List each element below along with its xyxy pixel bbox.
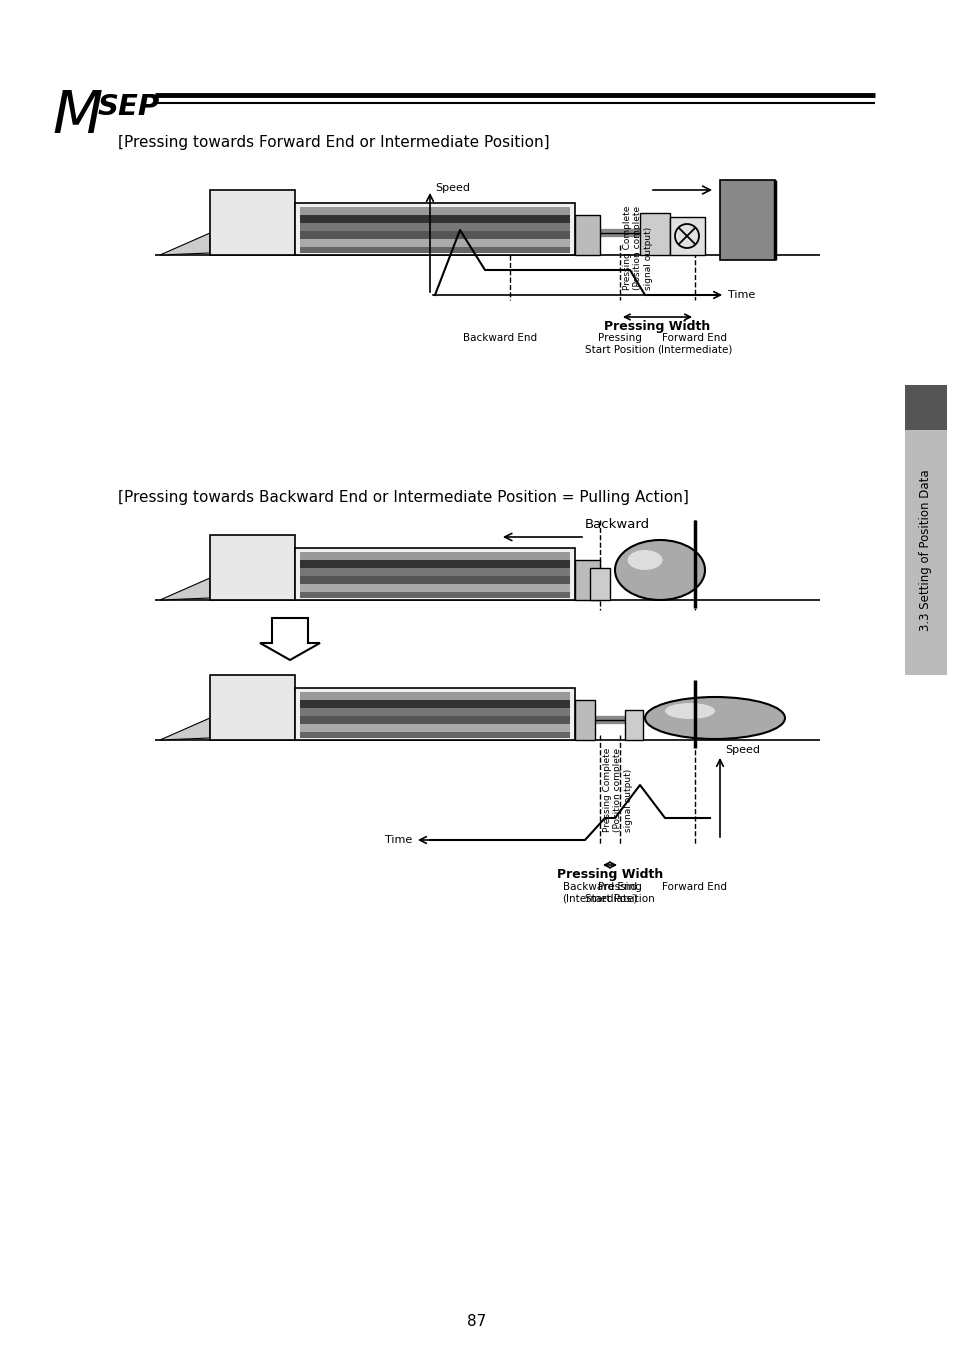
Text: [Pressing towards Forward End or Intermediate Position]: [Pressing towards Forward End or Interme… [118,135,549,150]
Text: Pressing
Start Position: Pressing Start Position [584,333,654,355]
FancyBboxPatch shape [669,217,704,255]
FancyBboxPatch shape [575,701,595,740]
Text: Speed: Speed [724,745,760,755]
FancyBboxPatch shape [904,385,946,431]
Text: Pressing Width: Pressing Width [604,320,710,333]
Text: Pressing Complete
(Position complete
signal output): Pressing Complete (Position complete sig… [602,748,632,832]
FancyBboxPatch shape [299,568,305,576]
Text: Backward End: Backward End [462,333,537,343]
FancyBboxPatch shape [210,190,294,255]
FancyBboxPatch shape [299,215,569,223]
Text: Speed: Speed [435,184,470,193]
FancyBboxPatch shape [299,231,569,239]
FancyBboxPatch shape [210,535,294,599]
Polygon shape [160,234,210,255]
FancyBboxPatch shape [299,693,569,701]
Text: SEP: SEP [98,93,160,122]
FancyBboxPatch shape [299,239,569,247]
FancyBboxPatch shape [575,215,599,255]
FancyBboxPatch shape [294,548,575,599]
FancyBboxPatch shape [210,675,294,740]
FancyBboxPatch shape [299,568,569,576]
FancyBboxPatch shape [299,701,569,707]
Text: $\it{M}$: $\it{M}$ [52,88,103,144]
FancyBboxPatch shape [299,552,569,560]
Text: Forward End: Forward End [661,882,727,892]
FancyBboxPatch shape [299,207,569,215]
FancyBboxPatch shape [720,180,774,261]
Ellipse shape [664,703,714,720]
FancyBboxPatch shape [299,585,305,593]
FancyBboxPatch shape [294,202,575,255]
FancyBboxPatch shape [904,431,946,675]
Text: Time: Time [727,290,755,300]
FancyBboxPatch shape [299,223,569,231]
FancyBboxPatch shape [299,732,569,738]
Text: 87: 87 [467,1315,486,1330]
Text: Pressing Width: Pressing Width [557,868,662,882]
FancyBboxPatch shape [299,560,305,568]
FancyBboxPatch shape [624,710,642,740]
Ellipse shape [644,697,784,738]
Text: [Pressing towards Backward End or Intermediate Position = Pulling Action]: [Pressing towards Backward End or Interm… [118,490,688,505]
FancyBboxPatch shape [299,585,569,593]
Polygon shape [160,718,210,740]
FancyBboxPatch shape [575,560,599,599]
FancyBboxPatch shape [299,593,569,598]
Text: Backward End
(Intermediate): Backward End (Intermediate) [561,882,637,903]
FancyBboxPatch shape [294,688,575,740]
FancyBboxPatch shape [299,593,303,598]
FancyBboxPatch shape [299,707,569,716]
Text: Backward: Backward [584,518,649,532]
Ellipse shape [627,549,661,570]
FancyBboxPatch shape [299,724,569,732]
Text: Forward End
(Intermediate): Forward End (Intermediate) [657,333,732,355]
Text: Pressing Complete
(Position complete
signal output): Pressing Complete (Position complete sig… [622,205,652,290]
FancyBboxPatch shape [639,213,669,255]
FancyBboxPatch shape [299,576,305,585]
Text: Pressing
Start Position: Pressing Start Position [584,882,654,903]
Text: 3.3 Setting of Position Data: 3.3 Setting of Position Data [919,470,931,630]
FancyBboxPatch shape [299,552,305,560]
Polygon shape [260,618,319,660]
Polygon shape [160,578,210,599]
Ellipse shape [615,540,704,599]
FancyBboxPatch shape [299,247,569,252]
FancyBboxPatch shape [299,576,569,585]
FancyBboxPatch shape [299,716,569,724]
Text: Time: Time [384,836,412,845]
FancyBboxPatch shape [299,560,569,568]
FancyBboxPatch shape [589,568,609,599]
